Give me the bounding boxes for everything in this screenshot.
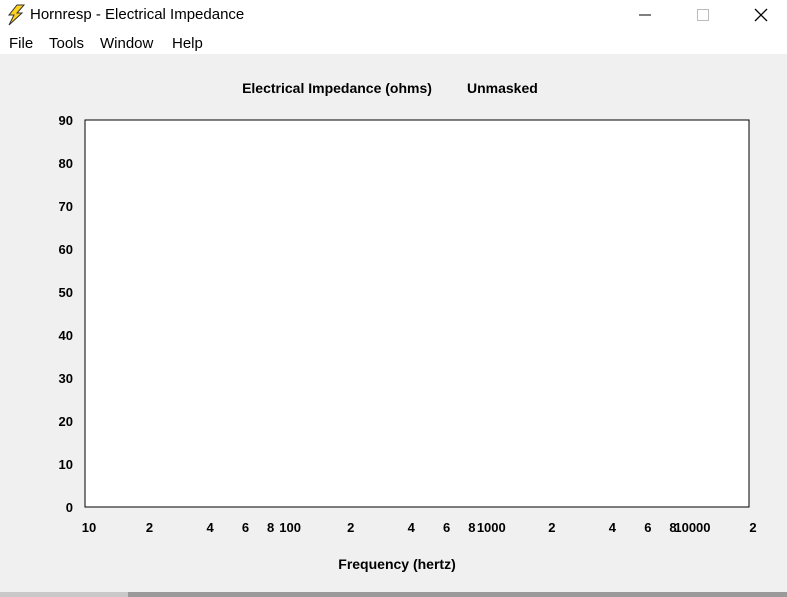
x-tick-label: 4 [408,520,416,535]
maximize-icon [697,9,709,21]
title-bar[interactable]: Hornresp - Electrical Impedance [0,0,787,30]
x-tick-label: 10000 [674,520,710,535]
plot-frame [84,119,750,508]
window-title: Hornresp - Electrical Impedance [30,6,245,23]
minimize-button[interactable] [616,0,674,30]
menu-bar: File Tools Window Help [0,30,787,54]
x-tick-label: 4 [206,520,214,535]
x-tick-label: 8 [468,520,475,535]
y-tick-label: 10 [59,457,73,472]
x-tick-label: 6 [242,520,249,535]
chart-title: Electrical Impedance (ohms) [242,80,432,96]
x-tick-label: 2 [548,520,555,535]
chart-subtitle: Unmasked [467,80,538,96]
menu-file[interactable]: File [9,35,34,52]
x-tick-label: 6 [644,520,651,535]
x-tick-label: 100 [279,520,301,535]
x-tick-label: 6 [443,520,450,535]
y-tick-label: 60 [59,242,73,257]
y-tick-label: 80 [59,156,73,171]
menu-help[interactable]: Help [172,35,203,52]
y-tick-label: 40 [59,328,73,343]
x-tick-label: 4 [609,520,617,535]
x-tick-label: 10 [82,520,96,535]
y-tick-label: 50 [59,285,73,300]
menu-window[interactable]: Window [100,35,154,52]
x-tick-label: 8 [267,520,274,535]
x-tick-label: 8 [669,520,676,535]
close-button[interactable] [732,0,787,30]
taskbar-edge [0,592,787,597]
x-axis-label: Frequency (hertz) [338,556,455,572]
y-tick-labels: 0 10 20 30 40 50 60 70 80 90 [59,113,73,515]
y-tick-label: 0 [66,500,73,515]
x-tick-label: 1000 [477,520,506,535]
y-tick-label: 20 [59,414,73,429]
minimize-icon [639,14,651,16]
impedance-chart-window: 0 10 20 30 40 50 60 70 80 90 10 2 4 6 8 100 2 4 6 8 1000 2 4 6… [0,54,787,592]
y-tick-label: 90 [59,113,73,128]
maximize-button[interactable] [674,0,732,30]
menu-tools[interactable]: Tools [49,35,85,52]
y-tick-label: 30 [59,371,73,386]
x-tick-label: 2 [347,520,354,535]
x-tick-label: 2 [749,520,756,535]
x-tick-label: 2 [146,520,153,535]
y-tick-label: 70 [59,199,73,214]
close-icon [754,8,768,22]
lightning-bolt-icon [7,4,25,26]
